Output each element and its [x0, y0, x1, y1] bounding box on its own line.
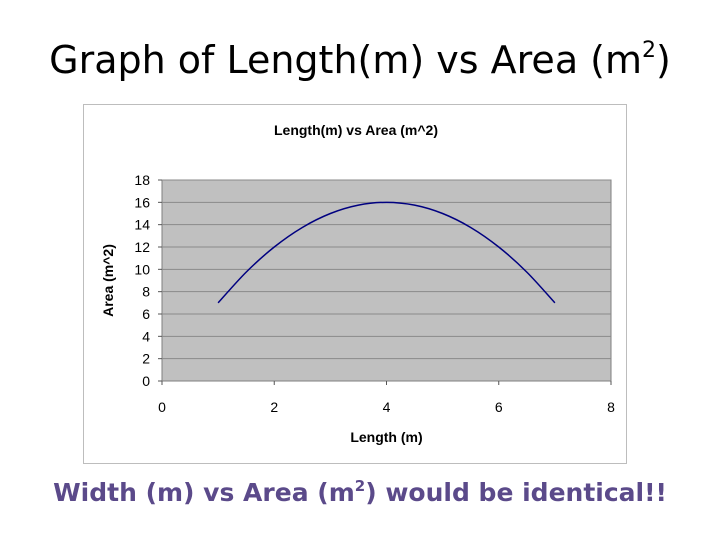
line-chart: Length(m) vs Area (m^2) 024681012141618 … — [100, 122, 615, 445]
y-tick-label: 6 — [142, 306, 150, 322]
y-tick-label: 0 — [142, 373, 150, 389]
x-axis-ticks: 0 2 4 6 8 — [158, 381, 615, 415]
y-tick-label: 18 — [134, 172, 150, 188]
slide-title-end: ) — [656, 38, 671, 82]
series-line-1 — [217, 201, 556, 304]
x-tick-label: 6 — [495, 399, 503, 415]
x-axis-label: Length (m) — [350, 429, 422, 445]
footer-caption: Width (m) vs Area (m2) would be identica… — [0, 478, 720, 507]
chart-frame: Length(m) vs Area (m^2) 0 2 4 6 8 10 12 14 16 18 … — [83, 104, 627, 464]
x-tick-label: 8 — [607, 399, 615, 415]
plot-area — [161, 179, 612, 382]
footer-caption-text: Width (m) vs Area (m — [53, 478, 355, 507]
y-tick-label: 12 — [134, 239, 150, 255]
y-tick-label: 14 — [134, 217, 150, 233]
series-layer — [217, 201, 556, 304]
footer-caption-end: ) would be identical!! — [365, 478, 667, 507]
y-axis-ticks: 0 2 4 6 8 10 12 14 16 18 — [134, 172, 162, 389]
y-tick-label: 2 — [142, 351, 150, 367]
y-tick-label: 8 — [142, 284, 150, 300]
gridlines — [162, 179, 611, 360]
y-tick-label: 10 — [134, 261, 150, 277]
x-tick-label: 0 — [158, 399, 166, 415]
chart-title: Length(m) vs Area (m^2) — [274, 122, 438, 138]
slide-title-text: Graph of Length(m) vs Area (m — [49, 38, 643, 82]
y-axis-label: Area (m^2) — [100, 244, 116, 317]
x-tick-label: 2 — [270, 399, 278, 415]
y-tick-label: 16 — [134, 194, 150, 210]
slide-title: Graph of Length(m) vs Area (m2) — [0, 38, 720, 82]
y-tick-label: 4 — [142, 328, 150, 344]
x-tick-label: 4 — [383, 399, 391, 415]
footer-caption-superscript: 2 — [354, 477, 366, 495]
slide-title-superscript: 2 — [642, 38, 657, 63]
